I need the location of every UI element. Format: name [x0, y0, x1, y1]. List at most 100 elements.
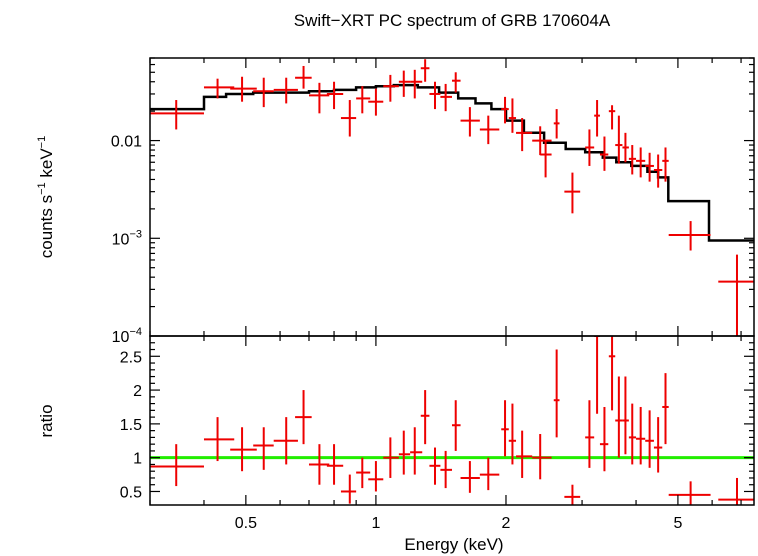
- tick-base: 0.01: [111, 134, 142, 151]
- ratio-y-tick-label-0: 0.5: [120, 484, 142, 501]
- top-y-axis-label: counts s−1 keV−1: [36, 136, 56, 258]
- spectrum-point-38: [668, 221, 711, 251]
- ratio-point-28: [599, 406, 609, 472]
- ratio-point-13: [410, 427, 423, 475]
- x-tick-label-3: 5: [673, 515, 682, 532]
- spectrum-point-17: [452, 72, 461, 93]
- spectrum-point-35: [645, 152, 654, 182]
- spectrum-point-24: [553, 109, 560, 139]
- spectrum-point-36: [653, 154, 663, 188]
- spectrum-point-7: [326, 81, 344, 110]
- spectrum-point-11: [383, 74, 399, 102]
- tick-exponent: −3: [129, 228, 142, 240]
- spectrum-point-26: [564, 172, 581, 214]
- ratio-points-group: [150, 336, 754, 505]
- spectrum-point-3: [253, 77, 274, 108]
- spectrum-point-19: [479, 115, 500, 145]
- ylabel-part-counts: counts s: [37, 195, 56, 258]
- ratio-point-5: [295, 390, 312, 445]
- chart-title: Swift−XRT PC spectrum of GRB 170604A: [294, 11, 611, 30]
- spectrum-point-23: [532, 126, 552, 156]
- x-tick-label-2: 2: [502, 515, 511, 532]
- ratio-point-36: [662, 373, 669, 445]
- top-y-tick-label-0: 0.01: [111, 134, 142, 151]
- ratio-point-35: [653, 417, 663, 473]
- ratio-point-0: [150, 444, 204, 487]
- ratio-point-3: [253, 427, 274, 470]
- model-step-line: [150, 83, 754, 242]
- ratio-point-17: [452, 400, 461, 451]
- spectrum-point-29: [599, 136, 609, 171]
- axis-ticks-group: [149, 57, 754, 505]
- tick-base: 10: [112, 329, 130, 346]
- ylabel-part-exp1: −1: [36, 182, 48, 195]
- ratio-point-25: [564, 484, 581, 505]
- top-y-tick-label-1: 10−3: [112, 228, 142, 248]
- top-y-tick-label-2: 10−4: [112, 326, 142, 346]
- bottom-y-axis-label: ratio: [37, 404, 56, 437]
- spectrum-point-2: [230, 76, 257, 102]
- ylabel-part-exp2: −1: [36, 136, 48, 149]
- spectrum-point-31: [615, 115, 623, 164]
- ratio-point-24: [553, 349, 560, 438]
- ratio-point-12: [398, 430, 411, 475]
- ratio-point-26: [585, 400, 595, 468]
- spectrum-point-14: [420, 59, 430, 82]
- spectrum-point-22: [516, 118, 533, 152]
- bottom-panel-frame: [149, 335, 755, 506]
- ratio-point-9: [356, 457, 371, 489]
- tick-exponent: −4: [129, 326, 142, 338]
- top-panel-frame: [149, 57, 755, 337]
- spectrum-point-20: [501, 96, 509, 124]
- spectrum-point-9: [356, 86, 371, 114]
- ratio-point-4: [273, 417, 298, 465]
- ratio-point-20: [501, 400, 509, 457]
- ratio-point-30: [615, 376, 623, 458]
- tick-base: 10: [112, 231, 130, 248]
- ratio-point-8: [340, 474, 357, 504]
- spectrum-point-32: [622, 132, 629, 163]
- ratio-point-19: [479, 457, 500, 491]
- ratio-point-22: [516, 430, 533, 478]
- ratio-point-37: [668, 481, 711, 505]
- spectrum-point-39: [718, 254, 754, 336]
- spectrum-point-13: [410, 69, 423, 99]
- ratio-point-15: [429, 447, 441, 485]
- spectrum-point-16: [440, 83, 452, 112]
- ratio-point-23: [532, 434, 552, 480]
- spectrum-point-18: [460, 107, 480, 137]
- spectrum-points-group: [150, 59, 754, 336]
- ylabel-part-kev: keV: [37, 148, 56, 183]
- spectrum-point-34: [636, 147, 646, 178]
- spectrum-point-37: [662, 147, 669, 182]
- ratio-point-27: [594, 336, 600, 414]
- ratio-point-38: [718, 477, 754, 505]
- spectrum-point-33: [628, 145, 637, 175]
- spectrum-point-4: [273, 77, 298, 104]
- spectrum-point-27: [585, 129, 595, 166]
- ratio-point-29: [608, 336, 616, 411]
- ratio-point-18: [460, 461, 480, 493]
- spectrum-point-6: [308, 82, 330, 114]
- spectrum-point-28: [594, 100, 600, 137]
- ratio-y-tick-label-4: 2.5: [120, 349, 142, 366]
- x-axis-label: Energy (keV): [404, 535, 503, 554]
- ratio-point-7: [326, 444, 344, 485]
- x-tick-label-1: 1: [371, 515, 380, 532]
- ratio-point-14: [420, 390, 430, 445]
- ratio-point-32: [628, 403, 637, 465]
- spectrum-point-15: [429, 81, 441, 110]
- spectrum-point-30: [608, 105, 616, 130]
- ratio-point-11: [383, 437, 399, 478]
- ratio-point-2: [230, 427, 257, 472]
- ratio-point-33: [636, 406, 646, 465]
- spectrum-point-5: [295, 65, 312, 89]
- spectrum-point-8: [340, 100, 357, 137]
- model-curve-group: [150, 83, 754, 242]
- spectrum-point-1: [203, 78, 235, 99]
- ratio-point-10: [368, 461, 384, 492]
- ratio-y-tick-label-3: 2: [133, 383, 142, 400]
- ratio-point-34: [645, 410, 654, 468]
- spectrum-point-25: [540, 141, 552, 178]
